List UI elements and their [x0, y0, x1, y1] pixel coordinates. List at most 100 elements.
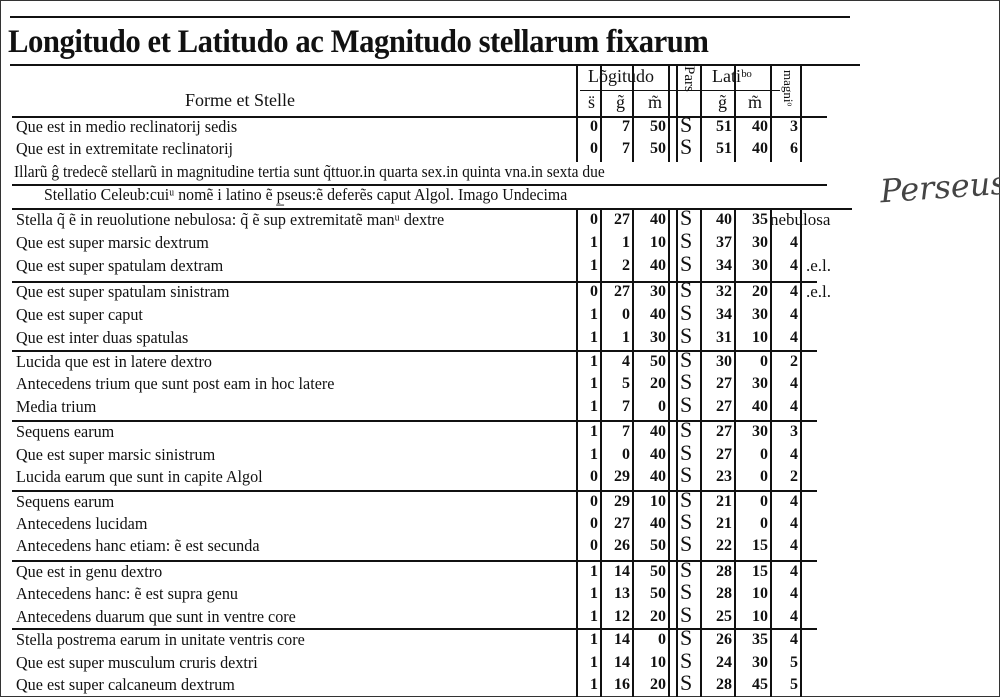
column-rule — [576, 66, 578, 162]
rule — [12, 184, 827, 186]
value-lg: 51 — [716, 140, 732, 157]
value-lm: 35 — [752, 211, 768, 228]
value-m: 40 — [650, 446, 666, 463]
value-g: 29 — [614, 493, 630, 510]
value-lm: 0 — [760, 493, 768, 510]
value-lm: 15 — [752, 537, 768, 554]
value-m: 10 — [650, 234, 666, 251]
star-description: Stella q̃ ẽ in reuolutione nebulosa: q̃ … — [16, 210, 445, 229]
row-group-rule — [12, 208, 852, 210]
value-m: 30 — [650, 283, 666, 300]
value-s: 1 — [590, 398, 598, 415]
value-mag: 3 — [790, 423, 798, 440]
header-degrees: g̃ — [616, 92, 625, 112]
pars-value: S — [680, 440, 693, 465]
value-m: 10 — [650, 654, 666, 671]
value-g: 1 — [622, 234, 630, 251]
annotation-el: .e.l. — [806, 256, 832, 275]
value-g: 7 — [622, 423, 630, 440]
star-description: Que est in medio reclinatorij sedis — [16, 117, 238, 136]
star-description: Stella postrema earum in unitate ventris… — [16, 630, 305, 649]
pars-value: S — [680, 531, 693, 556]
value-mag: 4 — [790, 306, 798, 323]
rule — [12, 116, 827, 118]
value-mag: 5 — [790, 676, 798, 693]
value-lg: 28 — [716, 676, 732, 693]
column-rule — [800, 66, 802, 162]
value-lg: 23 — [716, 468, 732, 485]
value-g: 4 — [622, 353, 630, 370]
value-s: 1 — [590, 375, 598, 392]
row-group-rule — [12, 281, 817, 283]
value-lg: 24 — [716, 654, 732, 671]
row-group-rule — [12, 420, 817, 422]
value-mag: 6 — [790, 140, 798, 157]
rule — [10, 16, 850, 18]
header-latitudo: Latiᵇᵒ — [712, 66, 752, 86]
value-m: 50 — [650, 118, 666, 135]
value-lg: 32 — [716, 283, 732, 300]
pars-value: S — [680, 462, 693, 487]
value-lg: 26 — [716, 631, 732, 648]
value-g: 1 — [622, 329, 630, 346]
value-mag: 4 — [790, 537, 798, 554]
star-description: Que est super marsic dextrum — [16, 233, 209, 252]
value-lm: 15 — [752, 563, 768, 580]
value-lg: 22 — [716, 537, 732, 554]
value-lm: 0 — [760, 446, 768, 463]
value-lg: 28 — [716, 585, 732, 602]
value-lm: 30 — [752, 257, 768, 274]
star-description: Que est super calcaneum dextrum — [16, 675, 235, 694]
star-description: Antecedens duarum que sunt in ventre cor… — [16, 607, 296, 626]
pars-value: S — [680, 347, 693, 372]
column-rule — [770, 210, 772, 697]
value-s: 0 — [590, 493, 598, 510]
value-mag: 4 — [790, 563, 798, 580]
pars-value: S — [680, 487, 693, 512]
value-g: 14 — [614, 631, 630, 648]
header-forms: Forme et Stelle — [185, 90, 295, 110]
rule — [10, 64, 860, 66]
value-mag: 4 — [790, 631, 798, 648]
value-lm: 30 — [752, 234, 768, 251]
value-m: 40 — [650, 306, 666, 323]
value-mag: 4 — [790, 257, 798, 274]
star-description: Antecedens hanc etiam: ẽ est secunda — [16, 536, 260, 555]
value-m: 40 — [650, 515, 666, 532]
value-s: 1 — [590, 654, 598, 671]
column-rule — [676, 66, 678, 162]
column-rule — [576, 210, 578, 697]
value-lm: 0 — [760, 515, 768, 532]
value-lg: 34 — [716, 306, 732, 323]
value-mag: nebulosa — [770, 210, 831, 229]
pars-value: S — [680, 369, 693, 394]
value-s: 1 — [590, 234, 598, 251]
value-mag: 4 — [790, 493, 798, 510]
header-minutes: m̃ — [648, 92, 663, 112]
value-mag: 5 — [790, 654, 798, 671]
value-lg: 51 — [716, 118, 732, 135]
pars-value: S — [680, 112, 693, 137]
header-magnitudo: magniᵒ — [781, 70, 796, 107]
row-group-rule — [12, 490, 817, 492]
column-rule — [770, 66, 772, 162]
column-rule — [668, 210, 670, 697]
value-mag: 3 — [790, 118, 798, 135]
value-lm: 0 — [760, 468, 768, 485]
value-mag: 2 — [790, 353, 798, 370]
value-lm: 30 — [752, 654, 768, 671]
header-lat-minutes: m̃ — [748, 92, 763, 112]
value-s: 0 — [590, 140, 598, 157]
star-description: Sequens earum — [16, 422, 115, 441]
value-lm: 10 — [752, 585, 768, 602]
value-m: 30 — [650, 329, 666, 346]
column-rule — [700, 66, 702, 162]
header-longitudo: Lõgitudo — [588, 66, 654, 86]
value-lm: 0 — [760, 353, 768, 370]
value-s: 1 — [590, 446, 598, 463]
value-g: 14 — [614, 654, 630, 671]
value-s: 1 — [590, 257, 598, 274]
pars-value: S — [680, 323, 693, 348]
star-description: Que est super marsic sinistrum — [16, 445, 216, 464]
value-lg: 40 — [716, 211, 732, 228]
